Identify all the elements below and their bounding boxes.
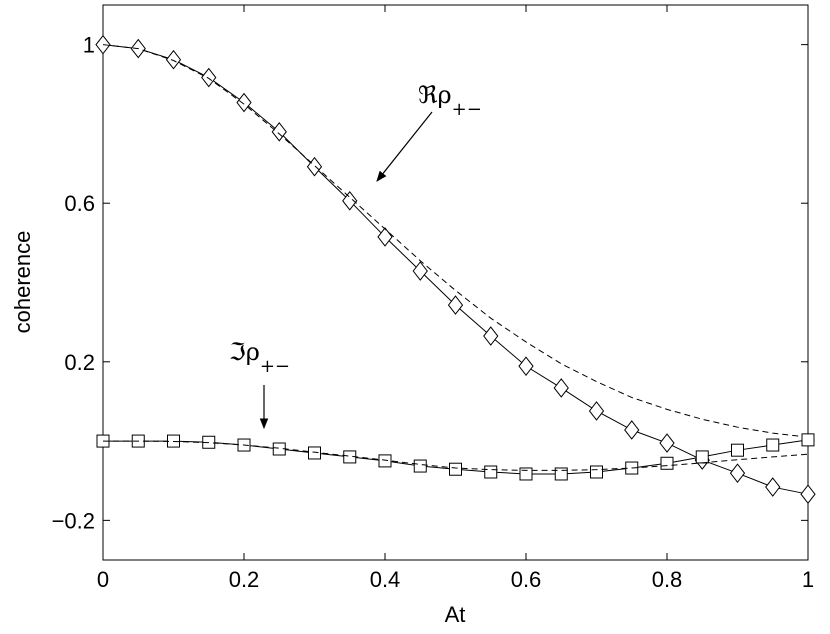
x-tick-label: 0.6 [511, 567, 542, 592]
diamond-marker [483, 326, 499, 346]
diamond-marker [377, 227, 393, 247]
diamond-marker [729, 463, 746, 483]
annotation-subscript: +− [452, 99, 482, 120]
y-axis-label: coherence [10, 231, 35, 334]
series-line [103, 440, 809, 471]
square-marker [519, 467, 533, 481]
x-axis-label: At [445, 602, 466, 627]
y-tick-label: 1 [83, 33, 95, 58]
diamond-marker [518, 356, 534, 376]
square-marker [554, 467, 568, 481]
plot-frame [102, 4, 809, 561]
diamond-marker [447, 295, 464, 315]
diamond-marker [765, 477, 781, 497]
diamond-marker [624, 420, 640, 440]
diamond-marker [342, 191, 358, 211]
annotation-arrow [376, 111, 433, 182]
diamond-marker [553, 378, 569, 398]
diamond-marker [165, 49, 182, 70]
annotation-subscript: +− [260, 356, 290, 377]
y-tick-label: 0.6 [64, 191, 95, 216]
x-tick-label: 0.4 [370, 567, 401, 592]
diamond-marker [412, 261, 428, 281]
square-marker [801, 433, 815, 447]
diamond-marker [271, 122, 287, 142]
square-marker [590, 465, 603, 479]
square-marker [660, 456, 674, 470]
x-tick-label: 0.8 [652, 567, 683, 592]
diamond-marker [800, 484, 816, 505]
annotation-text: ℜρ [418, 81, 452, 109]
annotation-text: ℑρ [229, 338, 260, 366]
diamond-marker [588, 401, 605, 421]
square-marker [731, 443, 744, 457]
y-tick-label: 0.2 [64, 350, 95, 375]
x-tick-label: 0.2 [229, 567, 260, 592]
y-tick-label: −0.2 [52, 508, 95, 533]
diamond-marker [306, 156, 323, 177]
x-tick-label: 1 [802, 567, 814, 592]
diamond-marker [201, 67, 217, 88]
square-marker [766, 438, 780, 452]
square-marker [413, 459, 427, 473]
square-marker [449, 462, 462, 476]
square-marker [378, 454, 392, 468]
square-marker [308, 446, 321, 460]
annotation: ℑρ+− [229, 338, 290, 377]
square-marker [484, 465, 498, 479]
square-marker [695, 450, 709, 464]
diamond-marker [659, 433, 675, 453]
x-tick-label: 0 [97, 567, 109, 592]
annotation: ℜρ+− [418, 81, 482, 120]
